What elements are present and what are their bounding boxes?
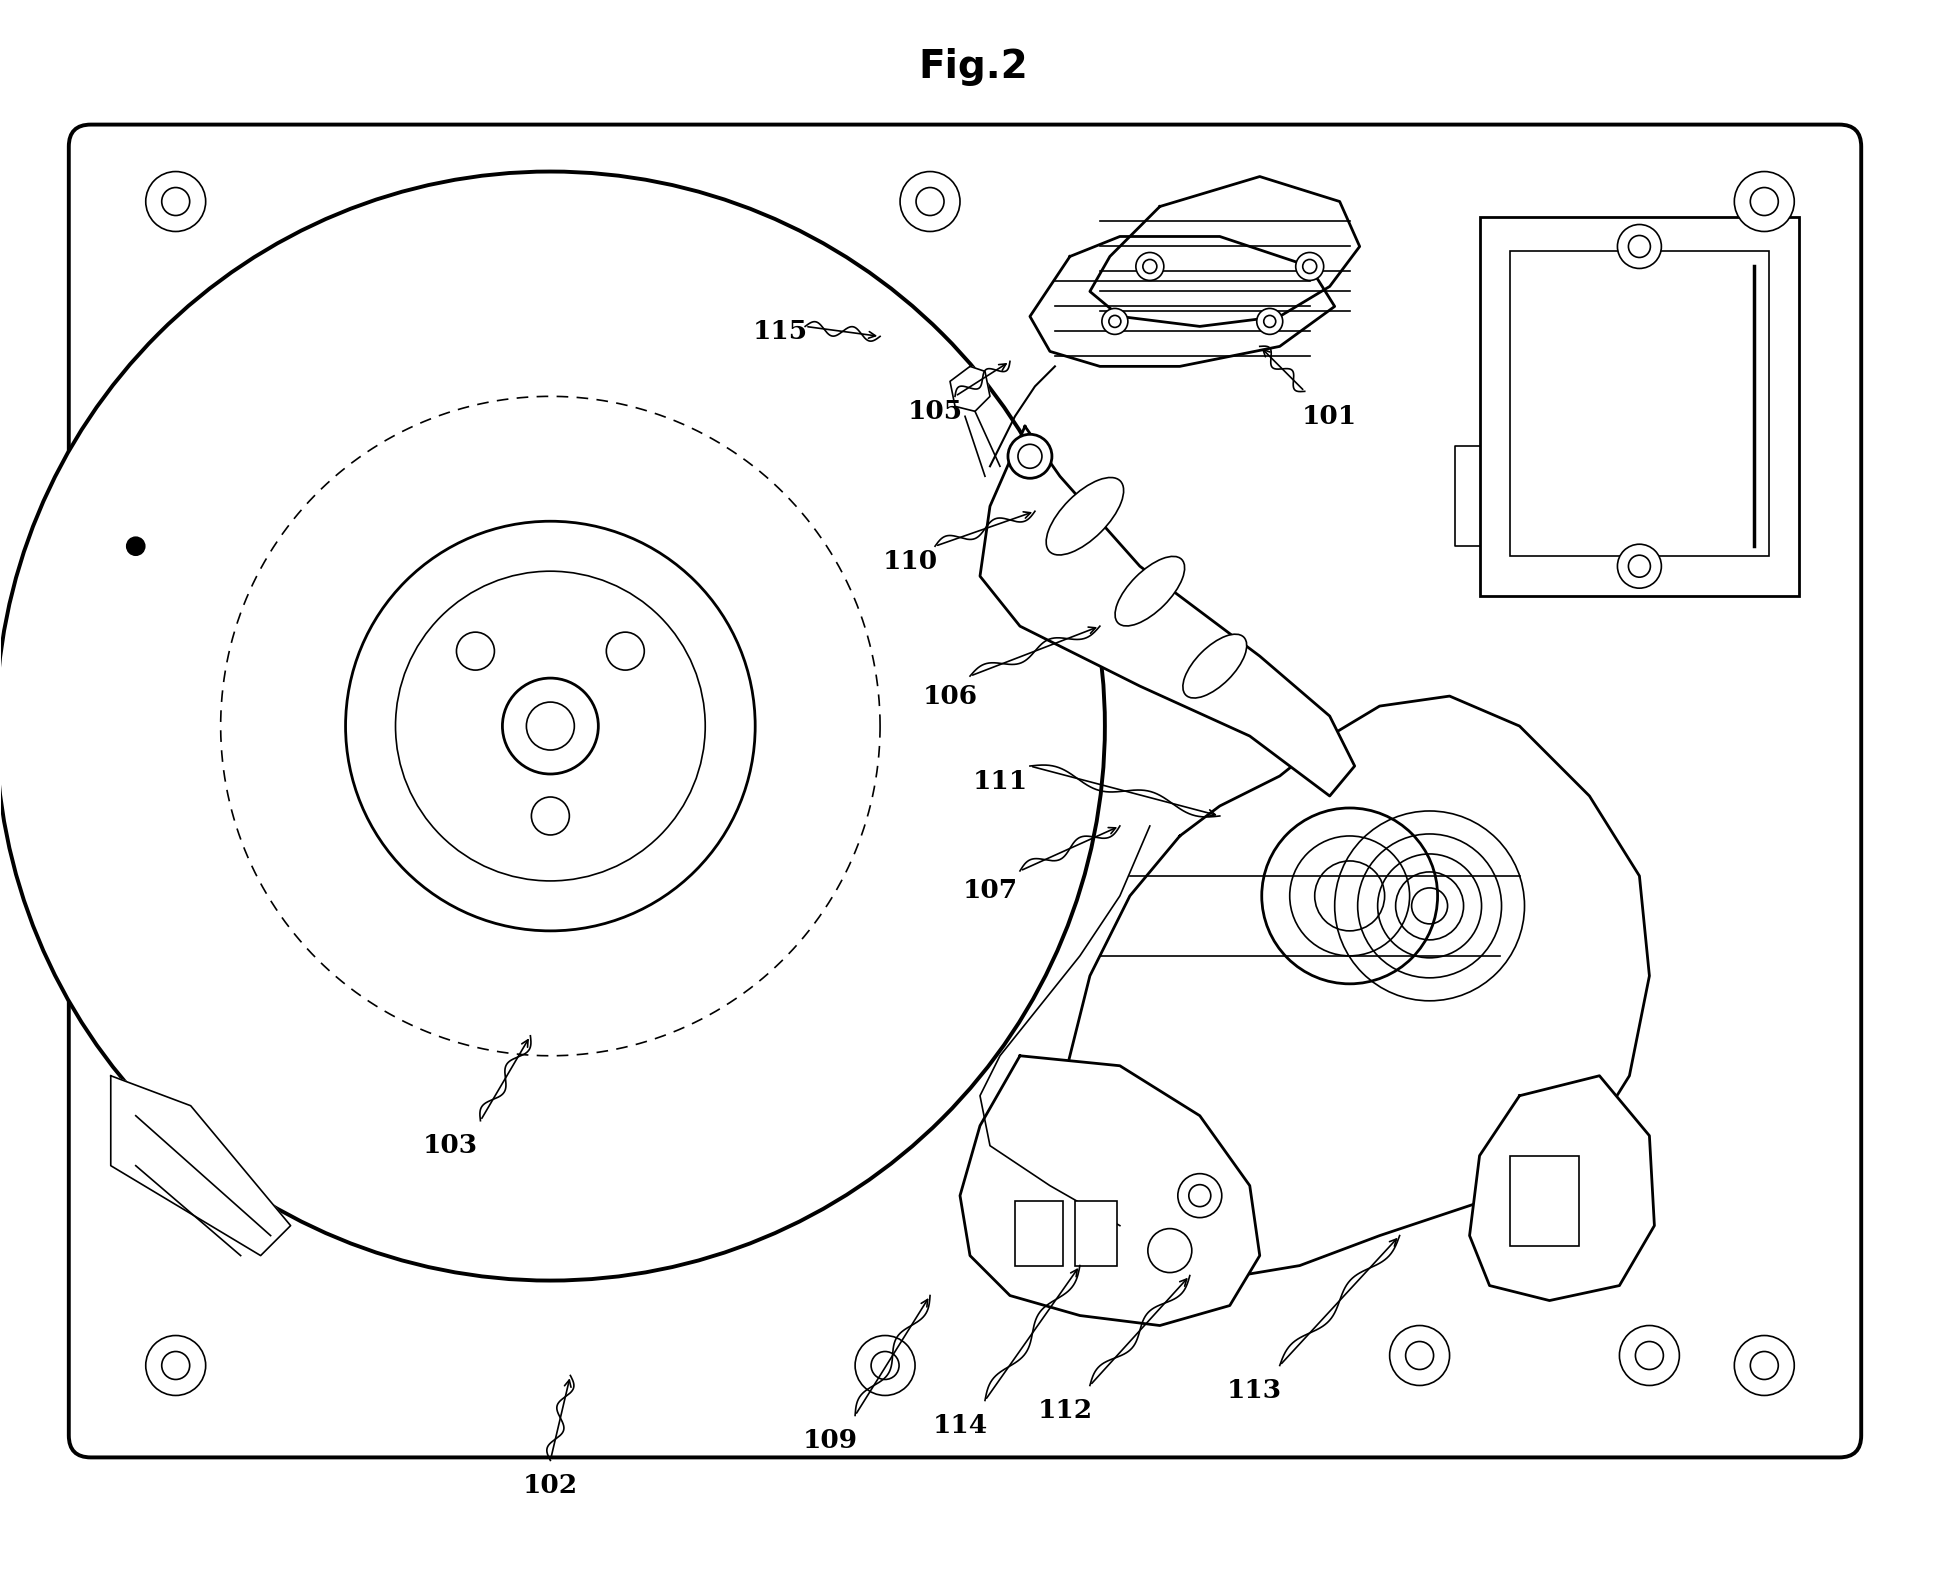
Circle shape [1750,1352,1778,1379]
Circle shape [1262,808,1437,983]
Circle shape [1264,315,1275,328]
Bar [1480,216,1799,596]
Circle shape [1018,444,1042,468]
Polygon shape [111,1076,290,1256]
Circle shape [606,632,644,670]
Circle shape [395,571,705,881]
Polygon shape [1030,236,1336,366]
Circle shape [0,172,1104,1281]
Circle shape [1190,1185,1211,1207]
Circle shape [1143,260,1157,274]
Circle shape [1110,315,1121,328]
Circle shape [1635,1341,1663,1370]
Polygon shape [960,1056,1260,1325]
Polygon shape [1090,177,1359,326]
Circle shape [162,188,189,216]
Ellipse shape [1046,478,1123,555]
Circle shape [526,701,574,750]
Circle shape [1102,309,1127,334]
Circle shape [502,678,598,774]
Circle shape [1303,260,1316,274]
Circle shape [146,172,206,232]
Circle shape [1628,235,1651,257]
Circle shape [1628,555,1651,577]
Bar [1509,1155,1579,1245]
Circle shape [1135,252,1164,281]
Text: 114: 114 [933,1414,987,1437]
Text: 105: 105 [907,399,962,424]
FancyBboxPatch shape [68,125,1861,1458]
Bar [1014,1201,1063,1266]
Circle shape [915,188,944,216]
Bar [1509,252,1770,556]
Polygon shape [1049,697,1649,1275]
Ellipse shape [1116,556,1184,626]
Circle shape [345,522,755,931]
Text: 111: 111 [972,769,1028,793]
Circle shape [855,1335,915,1395]
Circle shape [870,1352,900,1379]
Text: Fig.2: Fig.2 [919,47,1028,85]
Polygon shape [1470,1076,1655,1300]
Circle shape [1289,835,1410,957]
Text: 106: 106 [923,684,977,709]
Circle shape [532,797,569,835]
Circle shape [1735,172,1795,232]
Text: 113: 113 [1227,1377,1283,1403]
Circle shape [900,172,960,232]
Circle shape [1178,1174,1223,1218]
Circle shape [1618,544,1661,588]
Circle shape [456,632,495,670]
Circle shape [1735,1335,1795,1395]
Circle shape [1314,860,1384,931]
Circle shape [1149,1229,1192,1272]
Text: 103: 103 [422,1133,479,1158]
Circle shape [1620,1325,1680,1385]
Circle shape [1750,188,1778,216]
Circle shape [1618,224,1661,268]
Circle shape [162,1352,189,1379]
Text: 109: 109 [802,1428,857,1453]
Circle shape [1390,1325,1451,1385]
Text: 101: 101 [1303,403,1357,429]
Text: 102: 102 [524,1474,578,1497]
Bar [1075,1201,1118,1266]
Circle shape [127,537,144,555]
Circle shape [146,1335,206,1395]
Text: 115: 115 [753,318,808,344]
Circle shape [1009,435,1051,478]
Text: 112: 112 [1038,1398,1092,1423]
Polygon shape [950,366,989,411]
Circle shape [1256,309,1283,334]
Text: 107: 107 [962,878,1018,903]
Ellipse shape [1184,634,1246,698]
Circle shape [1295,252,1324,281]
Polygon shape [979,427,1355,796]
Circle shape [1406,1341,1433,1370]
Text: 110: 110 [882,548,938,574]
